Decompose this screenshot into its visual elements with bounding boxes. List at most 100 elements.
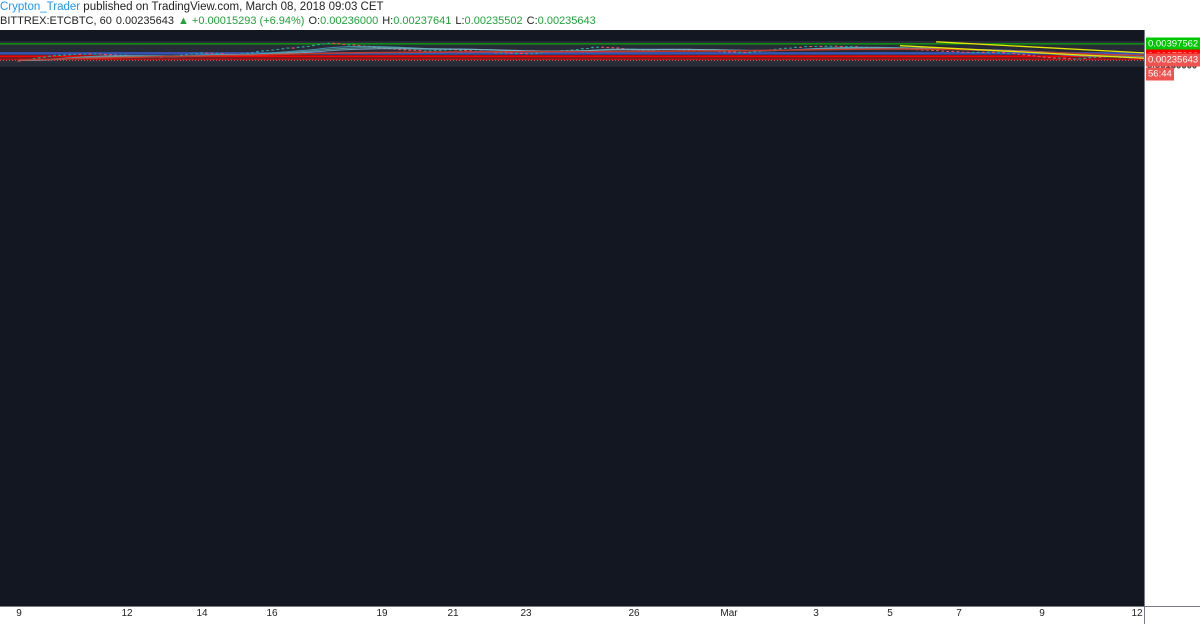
candle-body: [63, 54, 67, 56]
candle-body: [103, 54, 107, 56]
candle-countdown-tag: 56:44: [1146, 67, 1174, 81]
candle-body: [1093, 56, 1097, 58]
candle-body: [509, 52, 513, 54]
candle-body: [250, 52, 254, 54]
candle-body: [316, 43, 320, 45]
axis-corner: [1144, 606, 1200, 624]
candle-body: [337, 43, 341, 45]
candle-body: [778, 48, 782, 50]
candle-body: [748, 52, 752, 54]
candle-body: [986, 52, 990, 54]
publish-line: Crypton_Trader published on TradingView.…: [0, 1, 384, 13]
candle-body: [108, 54, 112, 56]
candle-body: [788, 47, 792, 49]
candle-body: [190, 53, 194, 55]
candle-body: [996, 52, 1000, 54]
candle-body: [819, 45, 823, 47]
candle-body: [83, 53, 87, 55]
close-label: C:: [526, 15, 538, 27]
candle-body: [738, 52, 742, 54]
candle-body: [306, 46, 310, 48]
candle-body: [281, 48, 285, 50]
candle-body: [920, 49, 924, 51]
candle-body: [311, 44, 315, 47]
candle-body: [42, 56, 46, 58]
candle-body: [423, 50, 427, 52]
channel-line: [899, 45, 1144, 59]
candle-body: [834, 45, 838, 47]
candle-body: [32, 58, 36, 60]
candle-body: [966, 51, 970, 53]
candle-body: [68, 54, 72, 56]
candle-body: [1022, 54, 1026, 56]
time-tick-label: 7: [956, 608, 962, 619]
price-axis[interactable]: [1144, 30, 1200, 606]
candle-body: [824, 45, 828, 47]
candle-body: [687, 49, 691, 51]
candle-body: [951, 51, 955, 53]
candle-body: [1002, 52, 1006, 54]
close-value: 0.00235643: [537, 15, 596, 27]
candle-body: [580, 48, 584, 50]
candle-body: [1047, 57, 1051, 59]
author-link[interactable]: Crypton_Trader: [0, 1, 81, 13]
slow-moving-average: [18, 48, 1144, 61]
candle-body: [733, 51, 737, 53]
candle-body: [590, 47, 594, 49]
time-tick-label: 3: [813, 608, 819, 619]
candle-body: [1052, 57, 1056, 59]
plot-area[interactable]: [0, 30, 1144, 606]
candle-body: [692, 49, 696, 51]
candle-body: [58, 54, 62, 56]
candle-body: [783, 47, 787, 49]
candle-body: [1083, 57, 1087, 59]
candle-body: [17, 60, 21, 62]
channel-line: [936, 41, 1144, 54]
candle-body: [535, 52, 539, 54]
time-tick-label: 5: [887, 608, 893, 619]
open-label: O:: [308, 15, 321, 27]
candle-body: [504, 52, 508, 54]
candle-body: [1073, 58, 1077, 60]
candle-body: [1037, 56, 1041, 58]
candle-body: [464, 49, 468, 51]
candle-body: [829, 45, 833, 47]
candle-body: [342, 43, 346, 45]
symbol-label: BITTREX:ETCBTC, 60: [0, 15, 112, 27]
candle-body: [814, 45, 818, 47]
candle-body: [266, 50, 270, 52]
supply-zone: [0, 52, 1144, 55]
candle-body: [210, 52, 214, 54]
candle-body: [286, 47, 290, 49]
candle-body: [469, 50, 473, 52]
candle-body: [433, 50, 437, 52]
candle-body: [854, 46, 858, 48]
candle-body: [976, 51, 980, 53]
candle-body: [418, 50, 422, 52]
candle-body: [1032, 55, 1036, 57]
candle-body: [256, 51, 260, 53]
candle-body: [220, 53, 224, 55]
candle-body: [596, 46, 600, 48]
time-axis[interactable]: [0, 606, 1144, 624]
candle-body: [849, 46, 853, 48]
candle-body: [93, 53, 97, 55]
candle-body: [981, 51, 985, 53]
candle-body: [931, 49, 934, 51]
candle-body: [1068, 58, 1072, 60]
candle-body: [611, 47, 615, 49]
low-label: L:: [455, 15, 465, 27]
candle-body: [408, 49, 412, 51]
candle-body: [728, 51, 731, 53]
candle-body: [799, 46, 803, 48]
time-tick-label: 19: [376, 608, 388, 619]
chart-header: Crypton_Trader published on TradingView.…: [0, 0, 1200, 30]
candle-body: [844, 46, 848, 48]
candle-body: [438, 49, 442, 51]
ohlc-line: BITTREX:ETCBTC, 60 0.00235643 ▲ +0.0001529…: [0, 15, 596, 27]
candle-body: [88, 53, 92, 55]
candle-body: [961, 51, 965, 53]
candle-body: [357, 45, 361, 47]
candle-body: [459, 49, 463, 51]
candle-body: [585, 48, 589, 50]
